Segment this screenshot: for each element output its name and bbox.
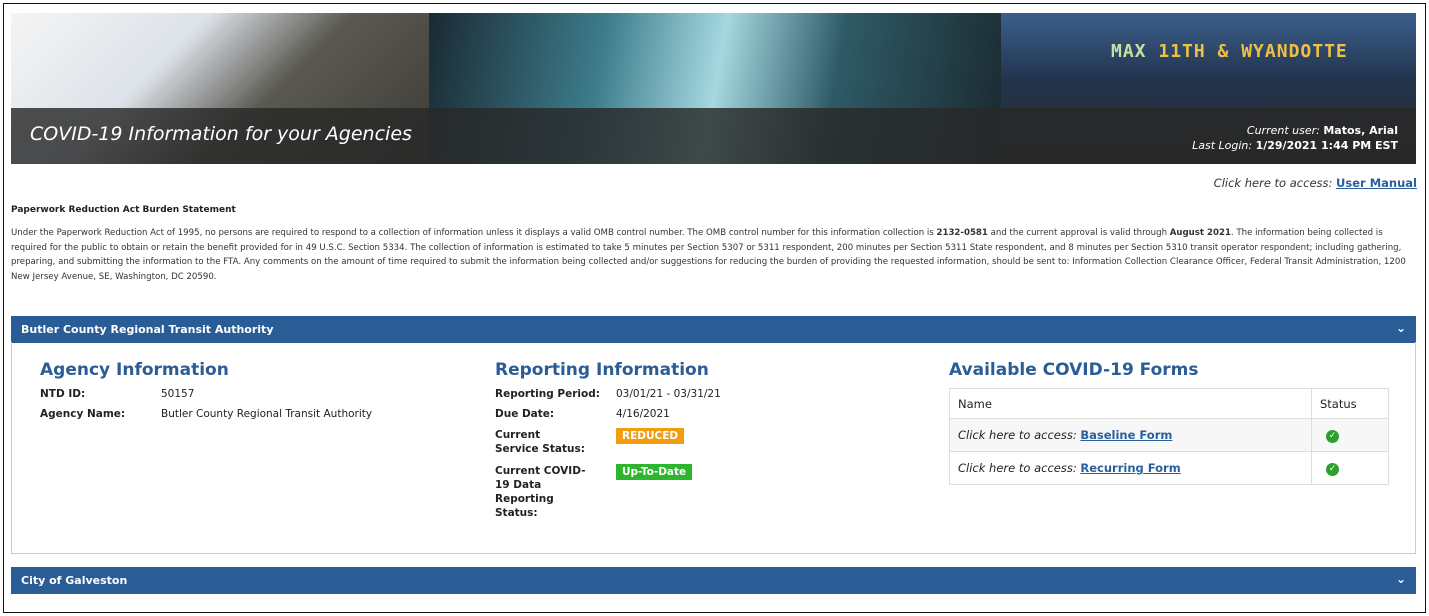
service-status-label: Current Service Status: (495, 429, 585, 455)
data-status-label: Current COVID-19 Data Reporting Status: (495, 465, 586, 519)
due-value: 4/16/2021 (616, 408, 670, 420)
check-circle-icon: ✓ (1326, 430, 1339, 443)
agency-name-value: Butler County Regional Transit Authority (161, 408, 373, 420)
agency-information: Agency Information NTD ID: 50157 Agency N… (40, 360, 372, 428)
period-label: Reporting Period: (495, 388, 600, 400)
agency-heading: Agency Information (40, 360, 229, 380)
row-prefix: Click here to access: (958, 428, 1077, 442)
data-status-badge: Up-To-Date (616, 464, 693, 480)
window-frame (3, 3, 1426, 613)
col-name: Name (949, 388, 1312, 419)
ntd-value: 50157 (161, 388, 195, 400)
table-row: Click here to access: Recurring Form ✓ (949, 451, 1389, 485)
reporting-heading: Reporting Information (495, 360, 709, 380)
recurring-form-link[interactable]: Recurring Form (1080, 461, 1181, 475)
user-info: Current user: Matos, Arial Last Login: 1… (1192, 123, 1398, 153)
ntd-label: NTD ID: (40, 388, 86, 400)
forms-table: Name Status Click here to access: Baselin… (949, 388, 1389, 485)
chevron-down-icon[interactable]: ⌄ (1395, 572, 1406, 586)
panel-header-galveston[interactable]: City of Galveston ⌄ (11, 567, 1416, 594)
last-login-label: Last Login: (1192, 139, 1253, 152)
row-prefix: Click here to access: (958, 461, 1077, 475)
covid-forms: Available COVID-19 Forms Name Status Clic… (949, 360, 1389, 485)
panel-header-butler[interactable]: Butler County Regional Transit Authority… (11, 316, 1416, 343)
manual-prefix: Click here to access: (1213, 176, 1333, 190)
chevron-down-icon[interactable]: ⌄ (1395, 321, 1406, 335)
period-value: 03/01/21 - 03/31/21 (616, 388, 721, 400)
table-row: Click here to access: Baseline Form ✓ (949, 418, 1389, 452)
banner-overlay (11, 108, 1416, 164)
pra-heading: Paperwork Reduction Act Burden Statement (11, 205, 236, 215)
banner: MAX 11TH & WYANDOTTE COVID-19 Informatio… (11, 13, 1416, 164)
service-status-badge: REDUCED (616, 428, 685, 444)
panel-title: Butler County Regional Transit Authority (21, 323, 274, 336)
agency-name-label: Agency Name: (40, 408, 126, 420)
panel-title: City of Galveston (21, 574, 128, 587)
current-user: Matos, Arial (1323, 124, 1398, 137)
baseline-form-link[interactable]: Baseline Form (1080, 428, 1173, 442)
pra-statement: Under the Paperwork Reduction Act of 199… (11, 228, 1406, 282)
user-manual-row: Click here to access: User Manual (1214, 176, 1417, 190)
user-manual-link[interactable]: User Manual (1336, 176, 1417, 190)
check-circle-icon: ✓ (1326, 463, 1339, 476)
last-login: 1/29/2021 1:44 PM EST (1255, 139, 1398, 152)
current-user-label: Current user: (1246, 124, 1320, 137)
panel-body-butler: Agency Information NTD ID: 50157 Agency N… (11, 342, 1416, 554)
col-status: Status (1311, 388, 1389, 419)
page-title: COVID-19 Information for your Agencies (30, 123, 412, 145)
bus-sign: MAX (1111, 41, 1147, 62)
forms-heading: Available COVID-19 Forms (949, 360, 1199, 380)
reporting-information: Reporting Information Reporting Period: 0… (495, 360, 721, 528)
due-label: Due Date: (495, 408, 555, 420)
bus-sign-route: 11TH & WYANDOTTE (1158, 41, 1348, 62)
